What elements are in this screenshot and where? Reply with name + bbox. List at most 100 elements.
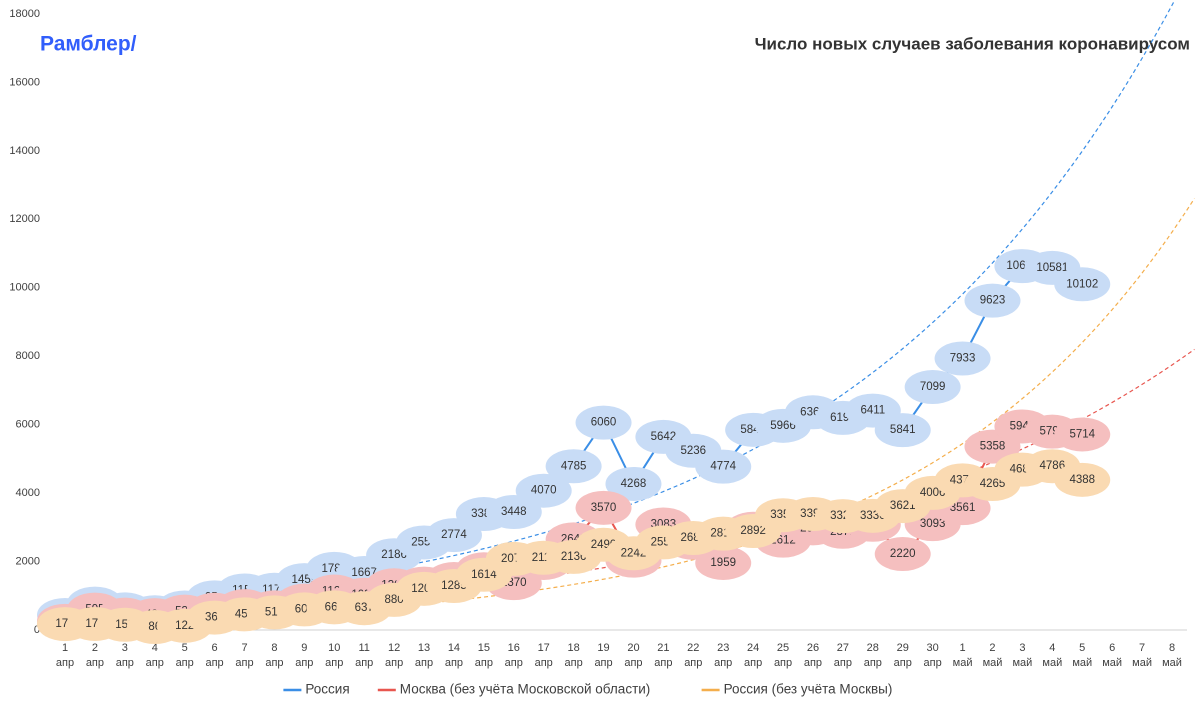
x-tick-label: 13 апр <box>415 642 433 669</box>
data-label: 2892 <box>740 525 766 537</box>
x-tick-day: 3 <box>122 642 128 654</box>
x-tick-month: апр <box>205 657 223 669</box>
y-tick-label: 4000 <box>16 487 40 499</box>
data-label: 880 <box>385 594 404 606</box>
data-label: 3448 <box>501 506 527 518</box>
data-label-bg <box>964 283 1021 318</box>
data-label-bg <box>515 473 572 508</box>
x-tick-month: май <box>1072 657 1092 669</box>
x-tick-label: 7 май <box>1132 642 1152 669</box>
data-label-bg <box>1054 417 1111 452</box>
y-tick-label: 14000 <box>9 145 40 157</box>
x-tick-day: 6 <box>1109 642 1115 654</box>
x-tick-day: 2 <box>989 642 995 654</box>
x-tick-day: 20 <box>627 642 639 654</box>
x-tick-day: 12 <box>388 642 400 654</box>
x-tick-label: 20 апр <box>624 642 642 669</box>
y-tick-label: 12000 <box>9 213 40 225</box>
x-tick-month: апр <box>176 657 194 669</box>
x-tick-label: 24 апр <box>744 642 762 669</box>
x-tick-month: апр <box>654 657 672 669</box>
x-tick-day: 7 <box>241 642 247 654</box>
data-label: 4785 <box>561 460 587 472</box>
x-tick-label: 8 апр <box>265 642 283 669</box>
data-label: 6411 <box>860 405 885 417</box>
x-tick-label: 3 май <box>1012 642 1032 669</box>
data-label: 4070 <box>531 485 557 497</box>
x-tick-day: 10 <box>328 642 340 654</box>
y-tick-label: 8000 <box>16 350 40 362</box>
data-label: 3621 <box>890 500 916 512</box>
data-label-bg <box>695 545 752 580</box>
x-tick-month: апр <box>924 657 942 669</box>
x-tick-day: 3 <box>1019 642 1025 654</box>
data-label: 7933 <box>950 353 976 365</box>
x-tick-month: апр <box>385 657 403 669</box>
x-tick-day: 27 <box>837 642 849 654</box>
x-tick-label: 7 апр <box>235 642 253 669</box>
data-label: 1614 <box>471 569 497 581</box>
x-tick-month: май <box>1012 657 1032 669</box>
x-tick-month: апр <box>804 657 822 669</box>
x-tick-month: апр <box>146 657 164 669</box>
data-label: 10581 <box>1036 262 1068 274</box>
data-label: 5714 <box>1069 428 1095 440</box>
y-tick-label: 6000 <box>16 419 40 431</box>
x-tick-month: апр <box>475 657 493 669</box>
x-tick-label: 11 апр <box>355 642 373 669</box>
x-tick-day: 4 <box>152 642 158 654</box>
x-tick-day: 28 <box>867 642 879 654</box>
data-label: 4006 <box>920 487 946 499</box>
x-tick-label: 29 апр <box>894 642 912 669</box>
x-tick-month: май <box>1042 657 1062 669</box>
data-label: 2220 <box>890 548 916 560</box>
data-label-bg <box>695 449 752 484</box>
x-tick-label: 18 апр <box>565 642 583 669</box>
x-tick-month: май <box>1102 657 1122 669</box>
x-tick-month: апр <box>235 657 253 669</box>
x-tick-label: 9 апр <box>295 642 313 669</box>
x-tick-month: апр <box>684 657 702 669</box>
logo: Рамблер/ <box>40 33 137 56</box>
x-tick-day: 29 <box>897 642 909 654</box>
x-tick-label: 6 апр <box>205 642 223 669</box>
x-tick-label: 16 апр <box>505 642 523 669</box>
x-tick-label: 10 апр <box>325 642 343 669</box>
data-label: 2774 <box>441 529 467 541</box>
x-tick-label: 5 апр <box>176 642 194 669</box>
x-tick-label: 17 апр <box>535 642 553 669</box>
x-tick-month: апр <box>894 657 912 669</box>
x-tick-month: апр <box>415 657 433 669</box>
y-tick-label: 16000 <box>9 76 40 88</box>
data-label-bg <box>545 449 602 484</box>
x-tick-month: апр <box>295 657 313 669</box>
data-label: 4268 <box>621 478 647 490</box>
data-label: 10102 <box>1066 278 1098 290</box>
x-tick-day: 1 <box>960 642 966 654</box>
x-tick-month: апр <box>594 657 612 669</box>
x-tick-day: 6 <box>212 642 218 654</box>
x-tick-label: 1 апр <box>56 642 74 669</box>
x-tick-day: 17 <box>538 642 550 654</box>
x-tick-label: 25 апр <box>774 642 792 669</box>
x-tick-label: 2 апр <box>86 642 104 669</box>
data-label: 7099 <box>920 381 946 393</box>
x-tick-label: 30 апр <box>924 642 942 669</box>
x-tick-month: апр <box>505 657 523 669</box>
x-tick-day: 25 <box>777 642 789 654</box>
trend-line <box>64 0 1176 608</box>
data-label: 5841 <box>890 424 916 436</box>
data-label: 6060 <box>591 417 617 429</box>
x-tick-label: 21 апр <box>654 642 672 669</box>
y-tick-label: 0 <box>34 624 40 636</box>
data-label-bg <box>874 537 931 572</box>
x-tick-day: 1 <box>62 642 68 654</box>
legend-label: Россия (без учёта Москвы) <box>724 682 893 697</box>
y-tick-label: 2000 <box>16 555 40 567</box>
x-tick-label: 2 май <box>983 642 1003 669</box>
x-tick-day: 22 <box>687 642 699 654</box>
x-tick-month: апр <box>834 657 852 669</box>
data-label: 4774 <box>710 461 736 473</box>
legend-label: Россия <box>305 682 349 697</box>
data-label-bg <box>874 413 931 448</box>
